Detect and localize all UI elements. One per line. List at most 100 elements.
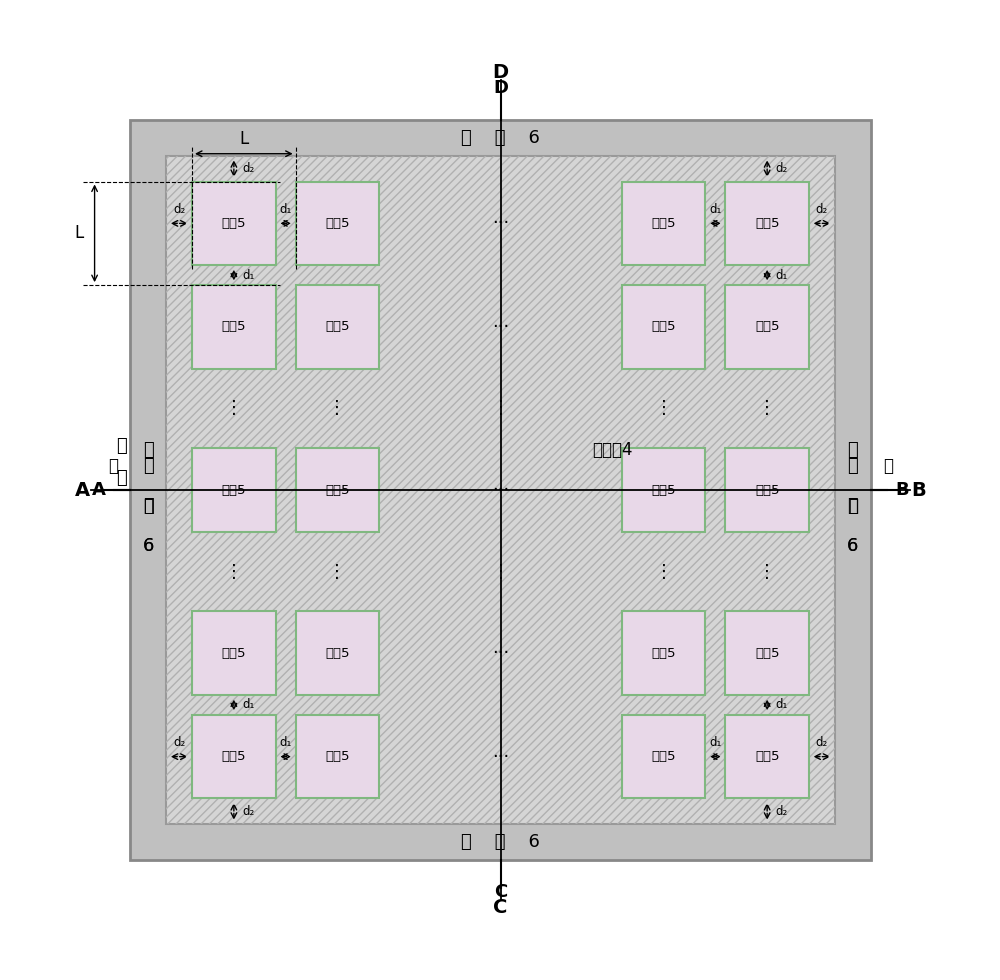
Bar — [725, 285, 809, 368]
Text: 阳极5: 阳极5 — [222, 320, 246, 333]
Text: 阳极5: 阳极5 — [755, 217, 779, 230]
Text: 阳极5: 阳极5 — [325, 750, 350, 763]
Text: B: B — [911, 480, 926, 500]
Text: ⋮: ⋮ — [225, 400, 243, 417]
Bar — [296, 714, 379, 799]
Text: 极: 极 — [108, 457, 118, 475]
Bar — [192, 181, 276, 266]
Text: 阳极5: 阳极5 — [651, 750, 676, 763]
Bar — [192, 448, 276, 532]
Bar — [725, 612, 809, 695]
Bar — [166, 156, 835, 824]
Text: d₂: d₂ — [173, 203, 185, 216]
Text: d₂: d₂ — [816, 203, 828, 216]
Text: C: C — [493, 899, 508, 917]
Text: ···: ··· — [492, 215, 509, 232]
Text: d₂: d₂ — [775, 162, 788, 175]
Bar — [725, 714, 809, 799]
Bar — [725, 285, 809, 368]
Bar — [622, 285, 705, 368]
Bar — [130, 120, 871, 860]
Text: 阳极5: 阳极5 — [222, 750, 246, 763]
Text: 阳极5: 阳极5 — [222, 217, 246, 230]
Text: 阳极5: 阳极5 — [651, 217, 676, 230]
Text: 阴    极    6: 阴 极 6 — [461, 128, 540, 147]
Text: 阴: 阴 — [143, 457, 154, 475]
Bar — [725, 448, 809, 532]
Text: B: B — [896, 481, 909, 499]
Bar — [296, 714, 379, 799]
Bar — [296, 285, 379, 368]
Bar — [622, 181, 705, 266]
Text: 阴    极    6: 阴 极 6 — [461, 833, 540, 852]
Text: 极: 极 — [848, 497, 858, 514]
Bar — [622, 612, 705, 695]
Text: 阴: 阴 — [116, 437, 126, 456]
Text: 阴: 阴 — [847, 441, 858, 460]
Text: 阳极5: 阳极5 — [325, 647, 350, 660]
Text: d₁: d₁ — [242, 269, 254, 281]
Text: 极: 极 — [116, 469, 126, 487]
Text: d₁: d₁ — [775, 269, 788, 281]
Text: 阳极5: 阳极5 — [222, 483, 246, 497]
Text: ⋮: ⋮ — [492, 563, 510, 580]
Text: ⋮: ⋮ — [758, 563, 776, 580]
Text: 阳极5: 阳极5 — [651, 320, 676, 333]
Bar — [296, 285, 379, 368]
Text: ···: ··· — [492, 318, 509, 336]
Bar — [296, 448, 379, 532]
Text: 极: 极 — [143, 497, 154, 514]
Bar — [622, 714, 705, 799]
Bar — [192, 181, 276, 266]
Text: ⋮: ⋮ — [655, 563, 673, 580]
Text: 阳极5: 阳极5 — [325, 483, 350, 497]
Bar — [622, 448, 705, 532]
Bar — [296, 612, 379, 695]
Text: ···: ··· — [492, 644, 509, 662]
Text: 阳极5: 阳极5 — [755, 320, 779, 333]
Text: A: A — [92, 481, 106, 499]
Text: 阳极5: 阳极5 — [755, 647, 779, 660]
Text: d₂: d₂ — [775, 805, 788, 818]
Text: L: L — [74, 224, 83, 242]
Text: C: C — [494, 883, 507, 901]
Text: A: A — [75, 480, 90, 500]
Bar — [296, 181, 379, 266]
Text: d₂: d₂ — [173, 736, 185, 749]
Text: 阳极5: 阳极5 — [651, 647, 676, 660]
Bar — [296, 612, 379, 695]
Text: d₁: d₁ — [242, 699, 254, 711]
Text: 阳极5: 阳极5 — [651, 483, 676, 497]
Bar — [192, 285, 276, 368]
Text: d₂: d₂ — [242, 805, 254, 818]
Text: d₁: d₁ — [775, 699, 788, 711]
Text: 6: 6 — [143, 537, 154, 555]
Text: d₁: d₁ — [709, 203, 722, 216]
Bar — [166, 156, 835, 824]
Text: 阴: 阴 — [847, 457, 858, 475]
Bar — [622, 448, 705, 532]
Text: 阳极5: 阳极5 — [755, 750, 779, 763]
Text: 阳极5: 阳极5 — [325, 320, 350, 333]
Text: D: D — [492, 63, 509, 81]
Text: ⋮: ⋮ — [225, 563, 243, 580]
Text: 保护剴4: 保护剴4 — [592, 441, 632, 460]
Text: D: D — [493, 79, 508, 97]
Text: d₁: d₁ — [279, 736, 292, 749]
Bar — [622, 285, 705, 368]
Text: 6: 6 — [847, 537, 858, 555]
Text: d₂: d₂ — [816, 736, 828, 749]
Bar — [622, 714, 705, 799]
Text: 阳极5: 阳极5 — [222, 647, 246, 660]
Bar — [296, 181, 379, 266]
Bar — [725, 181, 809, 266]
Bar — [622, 612, 705, 695]
Text: ⋮: ⋮ — [328, 563, 346, 580]
Bar — [725, 612, 809, 695]
Text: ⋮: ⋮ — [655, 400, 673, 417]
Text: ⋮: ⋮ — [758, 400, 776, 417]
Text: 极: 极 — [883, 457, 893, 475]
Bar — [192, 612, 276, 695]
Bar — [725, 448, 809, 532]
Text: d₂: d₂ — [242, 162, 254, 175]
